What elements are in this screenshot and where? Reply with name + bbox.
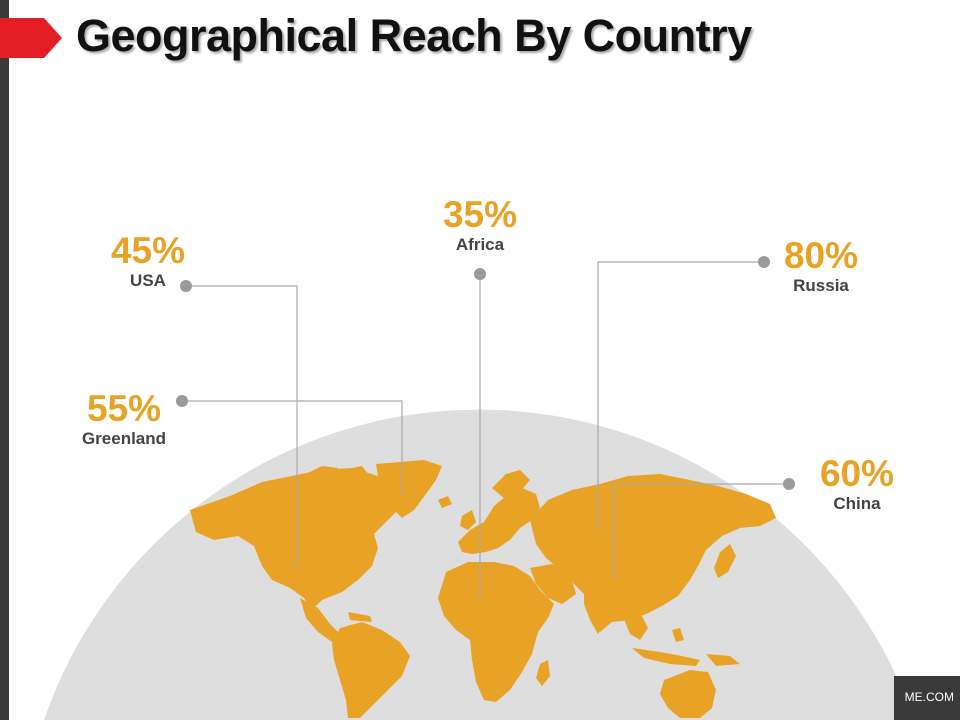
uk-shape (460, 510, 476, 530)
indonesia-shape (632, 648, 700, 666)
stat-usa-label: USA (130, 271, 166, 290)
footer-band (894, 676, 960, 720)
leader-lines (182, 261, 789, 600)
stat-greenland-label: Greenland (81, 429, 167, 448)
stat-china: 60% China (820, 454, 894, 514)
marker-dots (176, 256, 795, 490)
caribbean-shape (348, 612, 372, 622)
north-america-shape (190, 468, 400, 610)
leader-line-greenland (182, 400, 403, 495)
scandinavia-shape (492, 470, 530, 500)
stat-russia-percent: 80% (783, 235, 859, 276)
leader-line-usa (186, 285, 298, 565)
leader-line-russia (597, 261, 764, 530)
left-accent-bar (0, 0, 9, 720)
stat-usa: 45% USA (111, 231, 185, 291)
stat-china-label: China (833, 494, 881, 513)
marker-africa (474, 268, 486, 280)
stat-africa: 35% Africa (443, 195, 517, 255)
australia-shape (660, 670, 716, 718)
arctic-islands-shape (306, 466, 338, 482)
marker-greenland (176, 395, 188, 407)
japan-shape (714, 544, 736, 578)
marker-russia (758, 256, 770, 268)
africa-shape (438, 562, 554, 702)
stat-africa-percent: 35% (442, 194, 518, 235)
stat-africa-label: Africa (455, 235, 505, 254)
stat-russia: 80% Russia (784, 236, 858, 296)
stat-russia-label: Russia (793, 276, 849, 295)
stat-usa-percent: 45% (110, 230, 186, 271)
footer-text: ME.COM (904, 690, 954, 704)
title-arrow-icon (0, 18, 62, 58)
southeast-asia-shape (622, 612, 648, 640)
india-shape (584, 590, 614, 634)
europe-shape (458, 488, 540, 554)
greenland-shape (376, 460, 442, 518)
south-america-shape (332, 622, 410, 718)
stat-greenland-percent: 55% (86, 388, 162, 429)
stat-china-percent: 60% (819, 453, 895, 494)
world-map-icon (190, 460, 776, 718)
marker-china (783, 478, 795, 490)
stat-greenland: 55% Greenland (82, 389, 166, 449)
marker-usa (180, 280, 192, 292)
slide-title: Geographical Reach By Country (76, 10, 752, 61)
leader-line-china (613, 483, 789, 580)
